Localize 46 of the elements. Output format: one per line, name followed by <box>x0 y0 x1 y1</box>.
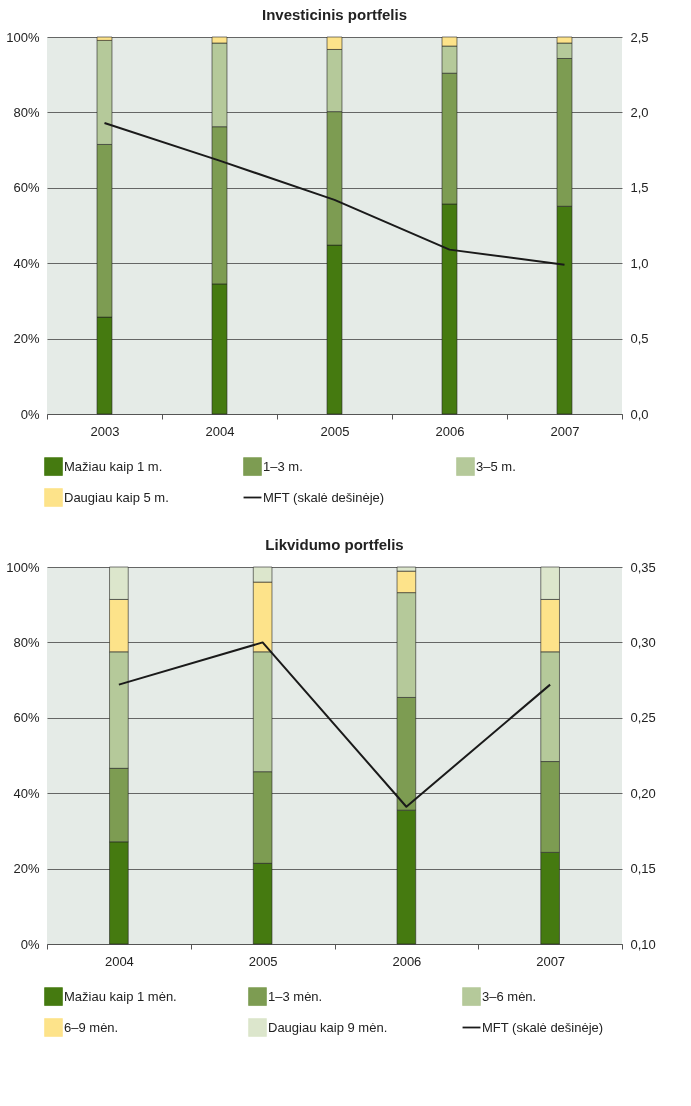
legend-label: 3–5 m. <box>476 458 516 474</box>
y-tick-label: 40% <box>13 255 40 271</box>
x-tick-label: 2007 <box>550 423 580 439</box>
x-tick-label: 2005 <box>248 953 278 969</box>
y2-tick-label: 0,5 <box>630 331 649 347</box>
x-tick-label: 2006 <box>392 953 422 969</box>
legend-label: MFT (skalė dešinėje) <box>263 489 385 505</box>
x-tick-label: 2003 <box>90 423 120 439</box>
y2-tick-label: 1,0 <box>630 255 649 271</box>
y2-tick-label: 1,5 <box>630 180 649 196</box>
y2-tick-label: 0,15 <box>630 861 656 877</box>
y2-tick-label: 0,0 <box>630 406 649 422</box>
legend-label: Mažiau kaip 1 mėn. <box>64 988 177 1004</box>
x-tick-label: 2005 <box>320 423 350 439</box>
x-tick-label: 2006 <box>435 423 465 439</box>
y2-tick-label: 0,35 <box>630 559 656 575</box>
y-tick-label: 20% <box>13 331 40 347</box>
chart-title: Likvidumo portfelis <box>265 536 404 553</box>
y2-tick-label: 0,25 <box>630 710 656 726</box>
y-tick-label: 100% <box>6 559 40 575</box>
y2-tick-label: 0,30 <box>630 634 656 650</box>
y2-tick-label: 2,0 <box>630 104 649 120</box>
legend-label: 1–3 mėn. <box>268 988 323 1004</box>
y-tick-label: 40% <box>13 785 40 801</box>
legend-label: 1–3 m. <box>263 458 303 474</box>
x-tick-label: 2007 <box>536 953 566 969</box>
x-tick-label: 2004 <box>104 953 134 969</box>
legend-label: Mažiau kaip 1 m. <box>64 458 163 474</box>
x-tick-label: 2004 <box>205 423 235 439</box>
legend-label: MFT (skalė dešinėje) <box>482 1019 604 1035</box>
legend-label: Daugiau kaip 9 mėn. <box>268 1019 388 1035</box>
y-tick-label: 100% <box>6 29 40 45</box>
y2-tick-label: 0,10 <box>630 936 656 952</box>
legend-label: 3–6 mėn. <box>482 988 537 1004</box>
y-tick-label: 60% <box>13 710 40 726</box>
y-tick-label: 0% <box>20 406 40 422</box>
chart-title: Investicinis portfelis <box>261 6 408 23</box>
y-tick-label: 0% <box>20 936 40 952</box>
y2-tick-label: 0,20 <box>630 785 656 801</box>
y-tick-label: 20% <box>13 861 40 877</box>
legend-label: Daugiau kaip 5 m. <box>64 489 169 505</box>
y2-tick-label: 2,5 <box>630 29 649 45</box>
y-tick-label: 80% <box>13 104 40 120</box>
y-tick-label: 60% <box>13 180 40 196</box>
y-tick-label: 80% <box>13 634 40 650</box>
legend-label: 6–9 mėn. <box>64 1019 119 1035</box>
